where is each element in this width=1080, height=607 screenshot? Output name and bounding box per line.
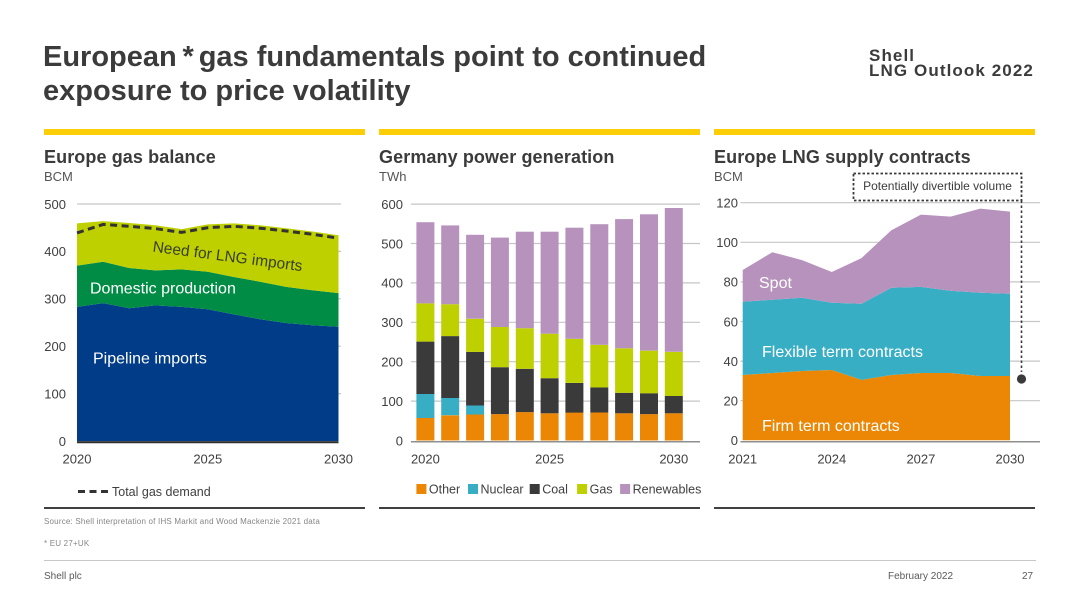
svg-text:300: 300 — [381, 315, 403, 330]
svg-text:2021: 2021 — [728, 452, 757, 467]
svg-text:Spot: Spot — [759, 275, 792, 292]
svg-text:Firm term contracts: Firm term contracts — [762, 418, 900, 435]
svg-text:60: 60 — [724, 314, 738, 329]
svg-text:100: 100 — [44, 386, 66, 401]
svg-text:100: 100 — [716, 235, 738, 250]
svg-text:Nuclear: Nuclear — [481, 483, 524, 497]
svg-text:400: 400 — [44, 244, 66, 259]
svg-text:2020: 2020 — [411, 452, 440, 467]
svg-text:400: 400 — [381, 276, 403, 291]
svg-text:2025: 2025 — [535, 452, 564, 467]
svg-text:2030: 2030 — [659, 452, 688, 467]
svg-text:0: 0 — [396, 433, 403, 448]
svg-text:2030: 2030 — [324, 452, 353, 467]
svg-text:Flexible term contracts: Flexible term contracts — [762, 344, 923, 361]
svg-text:200: 200 — [44, 339, 66, 354]
svg-text:Gas: Gas — [590, 483, 613, 497]
svg-text:Other: Other — [429, 483, 460, 497]
svg-text:0: 0 — [731, 433, 738, 448]
svg-text:2024: 2024 — [817, 452, 846, 467]
svg-text:2020: 2020 — [63, 452, 92, 467]
svg-text:300: 300 — [44, 292, 66, 307]
svg-text:600: 600 — [381, 197, 403, 212]
svg-text:Coal: Coal — [542, 483, 568, 497]
svg-text:500: 500 — [381, 236, 403, 251]
svg-text:100: 100 — [381, 394, 403, 409]
svg-text:40: 40 — [724, 354, 738, 369]
svg-text:2027: 2027 — [906, 452, 935, 467]
svg-text:120: 120 — [716, 196, 738, 211]
svg-text:80: 80 — [724, 275, 738, 290]
svg-text:2025: 2025 — [193, 452, 222, 467]
svg-text:200: 200 — [381, 355, 403, 370]
svg-text:Renewables: Renewables — [633, 483, 702, 497]
svg-text:20: 20 — [724, 394, 738, 409]
svg-text:Pipeline imports: Pipeline imports — [93, 351, 207, 368]
svg-text:500: 500 — [44, 197, 66, 212]
svg-text:2030: 2030 — [996, 452, 1025, 467]
svg-text:0: 0 — [59, 434, 66, 449]
svg-text:Total gas demand: Total gas demand — [112, 485, 211, 499]
svg-text:Domestic production: Domestic production — [90, 281, 236, 298]
